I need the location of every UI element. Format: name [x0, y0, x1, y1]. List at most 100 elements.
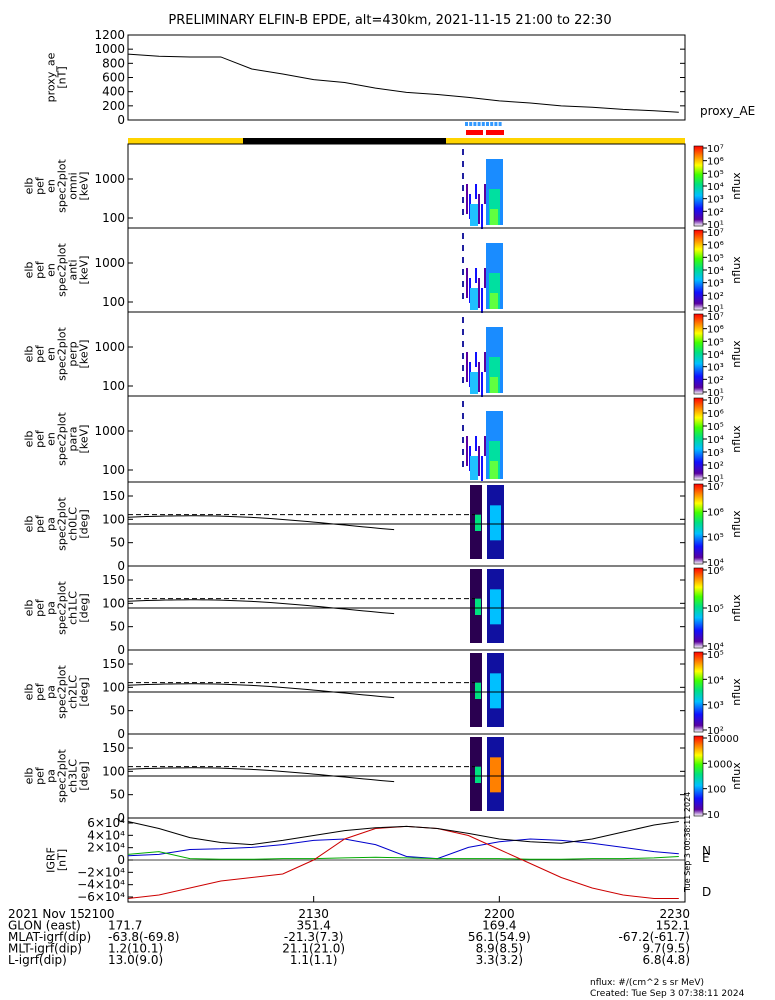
elb_pef_pa_spec2plot_ch3LC-ylabel-line-5: [deg]: [78, 761, 91, 790]
elb_pef_en_spec2plot_perp-ylabel-line-3: spec2plot: [56, 327, 69, 381]
elb_pef_en_spec2plot_omni-dash-1: [462, 161, 464, 167]
blue-marker-8: [498, 122, 502, 126]
elb_pef_en_spec2plot_anti-cb-ticklabel-0: 10¹: [707, 304, 724, 315]
red-marker-2: [486, 130, 504, 135]
elb_pef_en_spec2plot_omni-ylabel-line-2: en: [45, 179, 58, 193]
elb_pef_en_spec2plot_para-ylabel-line-2: en: [45, 432, 58, 446]
elb_pef_pa_spec2plot_ch3LC-ylabel-line-2: pa: [45, 769, 58, 783]
x-axis-annotation: 2021 Nov 15 2100 2130 2200 2230 GLON (east) 17…: [8, 896, 690, 967]
elb_pef_en_spec2plot_perp-ticklabel-1: 100: [102, 379, 125, 393]
elb_pef_pa_spec2plot_ch2LC-ticklabel-1: 100: [102, 680, 125, 694]
x-row-2-value-1: -21.3(7.3): [284, 930, 344, 944]
elb_pef_pa_spec2plot_ch1LC-cb-ticklabel-2: 10⁶: [707, 566, 724, 577]
elb_pef_en_spec2plot_omni-dash-2: [462, 173, 464, 179]
elb_pef_en_spec2plot_omni-core-hot: [490, 209, 498, 225]
elb_pef_pa_spec2plot_ch0LC-cb-ticklabel-3: 10⁷: [707, 482, 724, 493]
elb_pef_pa_spec2plot_ch1LC-cb-label: nflux: [730, 594, 743, 622]
units-note: nflux: #/(cm^2 s sr MeV): [590, 978, 704, 988]
elb_pef_en_spec2plot_para-cb-ticklabel-2: 10³: [707, 448, 724, 459]
elb_pef_en_spec2plot_omni-cb-ticklabel-4: 10⁵: [707, 169, 724, 180]
x-row-4-value-3: 6.8(4.8): [642, 953, 690, 967]
elb_pef_en_spec2plot_perp-core-inner: [489, 357, 500, 393]
elb_pef_en_spec2plot_para-dash-5: [462, 461, 464, 467]
elb_pef_en_spec2plot_anti-dash-5: [462, 293, 464, 299]
elb_pef_pa_spec2plot_ch2LC-ticklabel-3: 0: [117, 727, 125, 741]
blue-marker-2: [473, 122, 477, 126]
elb_pef_en_spec2plot_omni-cb-label: nflux: [730, 172, 743, 200]
elb_pef_pa_spec2plot_ch1LC-cb-ticklabel-0: 10⁴: [707, 642, 724, 653]
blue-marker-7: [494, 122, 498, 126]
x-row-2-value-3: -67.2(-61.7): [619, 930, 690, 944]
elb_pef_en_spec2plot_perp-dash-4: [462, 365, 464, 371]
elb_pef_en_spec2plot_para-cb-ticklabel-4: 10⁵: [707, 422, 724, 433]
x-row-1-value-1: 351.4: [296, 919, 330, 933]
elb_pef_pa_spec2plot_ch2LC-ylabel-line-4: ch2LC: [67, 675, 80, 709]
elb_pef_pa_spec2plot_ch0LC-ylabel-line-1: pef: [34, 514, 47, 533]
proxy-ae-ylabel-line-0: proxy_ae: [45, 52, 58, 102]
blue-marker-3: [477, 122, 481, 126]
x-row-1-value-0: 171.7: [108, 919, 142, 933]
elb_pef_en_spec2plot_anti-left-blob: [470, 288, 478, 310]
elb_pef_pa_spec2plot_ch0LC-ticklabel-2: 50: [110, 536, 125, 550]
blue-marker-6: [490, 122, 494, 126]
elb_pef_en_spec2plot_para-ylabel-line-0: elb: [23, 431, 36, 448]
igrf-series-D: [127, 825, 679, 899]
x-row-0-value-3: 2230: [659, 907, 690, 921]
elb_pef_en_spec2plot_para-ylabel-line-4: para: [67, 427, 80, 452]
elb_pef_en_spec2plot_omni-ylabel-line-4: omni: [67, 172, 80, 199]
elb_pef_en_spec2plot_omni-frame: [127, 143, 686, 229]
elb_pef_pa_spec2plot_ch1LC-ylabel-line-5: [deg]: [78, 593, 91, 622]
elb_pef_pa_spec2plot_ch0LC-ylabel-line-3: spec2plot: [56, 497, 69, 551]
elb_pef_pa_spec2plot_ch0LC-cb-ticklabel-2: 10⁶: [707, 507, 724, 518]
bar-yellow-1: [128, 138, 243, 144]
elb_pef_en_spec2plot_perp-ylabel-line-5: [keV]: [78, 340, 91, 369]
elb_pef_en_spec2plot_para-ylabel-line-1: pef: [34, 429, 47, 448]
x-row-label-2: MLAT-igrf(dip): [8, 930, 91, 944]
elb_pef_pa_spec2plot_ch3LC-cb-ticklabel-1: 100: [707, 785, 726, 796]
elb_pef_en_spec2plot_perp-streak-5: [481, 372, 483, 397]
igrf-ticklabel-3: 0: [117, 853, 125, 867]
elb_pef_en_spec2plot_omni-cb-ticklabel-1: 10²: [707, 207, 724, 218]
elb_pef_en_spec2plot_omni-ticklabel-0: 1000: [94, 172, 125, 186]
elb_pef_en_spec2plot_para-core-hot: [490, 461, 498, 479]
elb_pef_en_spec2plot_anti-core-hot: [490, 293, 498, 309]
x-row-0-value-2: 2200: [484, 907, 515, 921]
elb_pef_en_spec2plot_omni-ylabel-line-1: pef: [34, 176, 47, 195]
elb_pef_en_spec2plot_anti-cb-ticklabel-3: 10⁴: [707, 266, 724, 277]
elb_pef_en_spec2plot_anti-streak-3: [475, 268, 477, 283]
elb_pef_en_spec2plot_anti-colorbar: [693, 229, 704, 311]
x-row-2-value-2: 56.1(54.9): [468, 930, 531, 944]
igrf-ticklabel-4: −2×10⁴: [77, 865, 125, 879]
elb_pef_en_spec2plot_anti-cb-label: nflux: [730, 256, 743, 284]
elb_pef_en_spec2plot_omni-dash-4: [462, 197, 464, 203]
elb_pef_en_spec2plot_perp-cb-ticklabel-5: 10⁶: [707, 325, 724, 336]
elb_pef_pa_spec2plot_ch2LC-ylabel-line-3: spec2plot: [56, 665, 69, 719]
panels: proxy_ae[nT]120010008006004002000proxy_A…: [23, 28, 756, 904]
elb_pef_pa_spec2plot_ch3LC-left-core: [475, 766, 481, 783]
x-row-3-value-3: 9.7(9.5): [642, 942, 690, 956]
x-row-label-3: MLT-igrf(dip): [8, 942, 82, 956]
x-row-3-value-1: 21.1(21.0): [282, 942, 345, 956]
elb_pef_en_spec2plot_para-ylabel-line-5: [keV]: [78, 425, 91, 454]
elb_pef_en_spec2plot_para-streak-6: [484, 436, 486, 456]
elb_pef_pa_spec2plot_ch3LC-core: [490, 757, 501, 793]
proxy-ae-ticklabel-3: 600: [102, 71, 125, 85]
elb_pef_en_spec2plot_perp-dash-0: [462, 317, 464, 323]
elb_pef_pa_spec2plot_ch3LC-ticklabel-1: 100: [102, 764, 125, 778]
elb_pef_en_spec2plot_perp-cb-ticklabel-0: 10¹: [707, 388, 724, 399]
elb_pef_en_spec2plot_perp-cb-label: nflux: [730, 340, 743, 368]
elb_pef_pa_spec2plot_ch3LC-ylabel-line-4: ch3LC: [67, 759, 80, 793]
elb_pef_pa_spec2plot_ch3LC-losscone-curve: [127, 767, 395, 783]
elb_pef_en_spec2plot_para-cb-ticklabel-1: 10²: [707, 461, 724, 472]
proxy-ae-frame: [127, 34, 686, 121]
proxy-ae-right-label: proxy_AE: [700, 104, 755, 118]
elb_pef_pa_spec2plot_ch3LC-cb-ticklabel-3: 10000: [707, 734, 739, 745]
elb_pef_en_spec2plot_perp-ylabel-line-0: elb: [23, 346, 36, 363]
elb_pef_en_spec2plot_perp-frame: [127, 311, 686, 397]
elb_pef_pa_spec2plot_ch2LC-ylabel-line-0: elb: [23, 684, 36, 701]
proxy-ae-ticklabel-4: 400: [102, 85, 125, 99]
elb_pef_pa_spec2plot_ch2LC-losscone-curve: [127, 683, 395, 699]
elb_pef_en_spec2plot_anti-ylabel-line-3: spec2plot: [56, 243, 69, 297]
